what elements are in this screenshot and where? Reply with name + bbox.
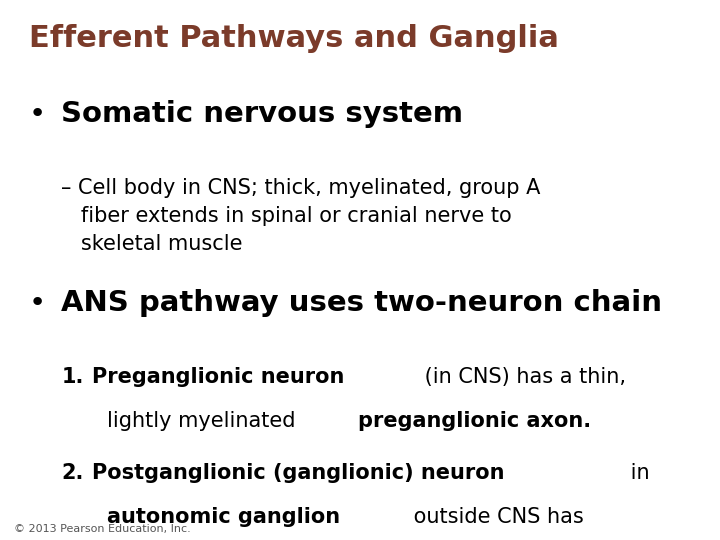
Text: outside CNS has: outside CNS has — [408, 507, 584, 527]
Text: autonomic ganglion: autonomic ganglion — [107, 507, 340, 527]
Text: – Cell body in CNS; thick, myelinated, group A
   fiber extends in spinal or cra: – Cell body in CNS; thick, myelinated, g… — [61, 178, 541, 254]
Text: Somatic nervous system: Somatic nervous system — [61, 100, 463, 128]
Text: ANS pathway uses two-neuron chain: ANS pathway uses two-neuron chain — [61, 289, 662, 317]
Text: Efferent Pathways and Ganglia: Efferent Pathways and Ganglia — [29, 24, 559, 53]
Text: (in CNS) has a thin,: (in CNS) has a thin, — [418, 367, 626, 387]
Text: •: • — [29, 289, 46, 317]
Text: Preganglionic neuron: Preganglionic neuron — [92, 367, 345, 387]
Text: 2.: 2. — [61, 463, 84, 483]
Text: 1.: 1. — [61, 367, 84, 387]
Text: lightly myelinated: lightly myelinated — [107, 411, 302, 431]
Text: © 2013 Pearson Education, Inc.: © 2013 Pearson Education, Inc. — [14, 523, 191, 534]
Text: preganglionic axon.: preganglionic axon. — [359, 411, 591, 431]
Text: in: in — [624, 463, 650, 483]
Text: Postganglionic (ganglionic) neuron: Postganglionic (ganglionic) neuron — [92, 463, 505, 483]
Text: •: • — [29, 100, 46, 128]
